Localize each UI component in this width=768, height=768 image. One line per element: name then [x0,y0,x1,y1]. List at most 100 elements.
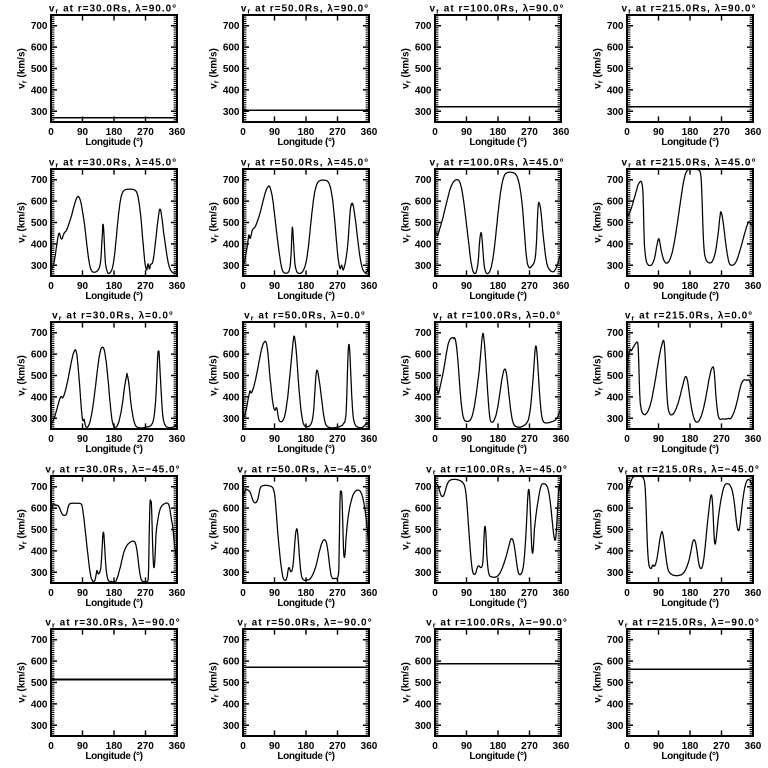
svg-text:vr at r=50.0Rs, λ=0.0°: vr at r=50.0Rs, λ=0.0° [244,310,366,322]
svg-text:500: 500 [31,64,48,75]
svg-text:0: 0 [240,127,246,138]
svg-text:400: 400 [415,239,432,250]
svg-text:90: 90 [77,280,89,291]
svg-text:90: 90 [653,280,665,291]
svg-text:300: 300 [223,568,240,579]
svg-text:700: 700 [223,636,240,647]
svg-text:270: 270 [329,588,346,599]
svg-text:600: 600 [223,196,240,207]
svg-text:300: 300 [31,414,48,425]
svg-text:600: 600 [415,350,432,361]
svg-text:600: 600 [415,503,432,514]
svg-text:0: 0 [48,741,54,752]
svg-text:500: 500 [415,525,432,536]
svg-text:360: 360 [361,127,378,138]
svg-text:600: 600 [607,43,624,54]
svg-text:180: 180 [490,741,507,752]
svg-text:400: 400 [415,700,432,711]
svg-text:360: 360 [553,741,570,752]
svg-text:Longitude (°): Longitude (°) [661,291,718,302]
svg-text:700: 700 [223,482,240,493]
svg-text:500: 500 [415,64,432,75]
svg-text:700: 700 [607,482,624,493]
svg-text:180: 180 [298,434,315,445]
svg-text:600: 600 [31,503,48,514]
svg-text:0: 0 [240,588,246,599]
svg-text:Longitude (°): Longitude (°) [469,137,526,148]
svg-text:270: 270 [521,588,538,599]
svg-text:vr at r=215.0Rs, λ=−45.0°: vr at r=215.0Rs, λ=−45.0° [618,464,760,476]
svg-text:90: 90 [653,434,665,445]
svg-text:700: 700 [31,482,48,493]
svg-text:180: 180 [490,280,507,291]
svg-text:600: 600 [415,43,432,54]
svg-text:700: 700 [415,636,432,647]
svg-text:270: 270 [329,434,346,445]
svg-text:600: 600 [607,196,624,207]
svg-text:vr at r=215.0Rs, λ=−90.0°: vr at r=215.0Rs, λ=−90.0° [618,618,760,630]
svg-text:500: 500 [223,218,240,229]
svg-text:vr (km/s): vr (km/s) [593,509,605,550]
svg-text:400: 400 [31,700,48,711]
svg-text:0: 0 [624,127,630,138]
svg-text:700: 700 [415,21,432,32]
svg-text:180: 180 [298,741,315,752]
svg-text:360: 360 [361,434,378,445]
svg-text:360: 360 [169,280,186,291]
svg-text:300: 300 [607,107,624,118]
svg-text:180: 180 [682,434,699,445]
svg-text:Longitude (°): Longitude (°) [277,598,334,609]
svg-text:90: 90 [269,434,281,445]
svg-text:90: 90 [461,434,473,445]
svg-text:vr (km/s): vr (km/s) [401,355,413,396]
svg-text:300: 300 [31,260,48,271]
svg-text:180: 180 [106,280,123,291]
svg-text:270: 270 [713,588,730,599]
svg-text:270: 270 [521,280,538,291]
svg-text:270: 270 [137,741,154,752]
svg-text:180: 180 [682,280,699,291]
svg-text:500: 500 [607,218,624,229]
svg-text:300: 300 [31,721,48,732]
svg-text:Longitude (°): Longitude (°) [85,598,142,609]
svg-text:vr (km/s): vr (km/s) [593,355,605,396]
svg-text:0: 0 [624,280,630,291]
svg-text:90: 90 [77,588,89,599]
svg-text:Longitude (°): Longitude (°) [85,752,142,763]
svg-text:700: 700 [31,328,48,339]
svg-text:0: 0 [48,127,54,138]
svg-text:300: 300 [223,260,240,271]
svg-text:360: 360 [745,280,762,291]
svg-text:vr (km/s): vr (km/s) [401,202,413,243]
svg-text:700: 700 [31,21,48,32]
svg-text:300: 300 [223,721,240,732]
svg-text:90: 90 [77,127,89,138]
svg-text:vr (km/s): vr (km/s) [401,48,413,89]
svg-text:vr at r=215.0Rs, λ=0.0°: vr at r=215.0Rs, λ=0.0° [625,310,753,322]
svg-text:90: 90 [461,588,473,599]
svg-text:0: 0 [624,588,630,599]
svg-text:400: 400 [223,239,240,250]
svg-text:360: 360 [361,741,378,752]
svg-text:90: 90 [269,588,281,599]
svg-text:90: 90 [77,434,89,445]
svg-text:Longitude (°): Longitude (°) [277,137,334,148]
svg-text:vr (km/s): vr (km/s) [17,48,29,89]
svg-text:vr (km/s): vr (km/s) [209,202,221,243]
svg-text:500: 500 [607,64,624,75]
svg-text:vr at r=50.0Rs, λ=90.0°: vr at r=50.0Rs, λ=90.0° [241,3,369,15]
svg-text:0: 0 [240,434,246,445]
svg-text:300: 300 [31,568,48,579]
svg-text:270: 270 [521,434,538,445]
svg-text:600: 600 [223,657,240,668]
svg-text:360: 360 [169,434,186,445]
svg-text:vr at r=100.0Rs, λ=45.0°: vr at r=100.0Rs, λ=45.0° [430,157,565,169]
svg-text:90: 90 [653,588,665,599]
svg-text:400: 400 [223,393,240,404]
svg-text:700: 700 [223,175,240,186]
svg-text:Longitude (°): Longitude (°) [85,137,142,148]
svg-text:700: 700 [607,328,624,339]
svg-text:400: 400 [223,700,240,711]
svg-text:vr at r=50.0Rs, λ=−90.0°: vr at r=50.0Rs, λ=−90.0° [237,618,372,630]
svg-text:vr at r=100.0Rs, λ=90.0°: vr at r=100.0Rs, λ=90.0° [430,3,565,15]
